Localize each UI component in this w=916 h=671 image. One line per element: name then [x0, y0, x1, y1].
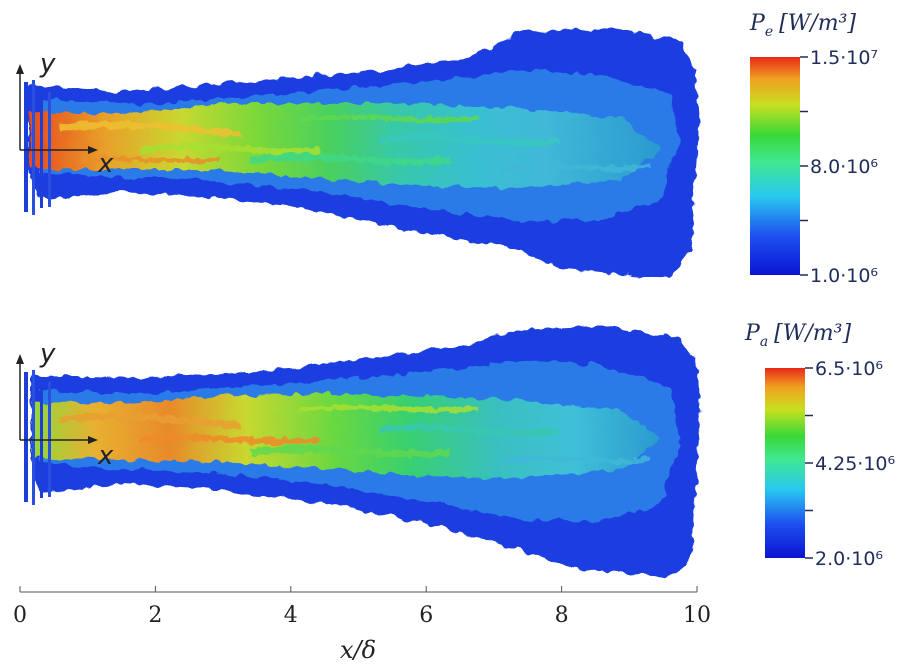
colorbar-tick-label: 6.5·10⁶: [815, 358, 883, 380]
top-colorbar: Pe [W/m³] 1.5·10⁷ 8.0·10⁶ 1.0·10⁶: [749, 11, 878, 287]
x-tick-label: 4: [284, 603, 298, 628]
x-tick-label: 10: [683, 603, 711, 628]
bottom-x-axis-glyph: x: [97, 441, 114, 471]
top-colorbar-ticks: 1.5·10⁷ 8.0·10⁶ 1.0·10⁶: [800, 47, 878, 287]
top-coordinate-axes: y x: [16, 49, 114, 179]
x-tick-label: 2: [148, 603, 162, 628]
colorbar-tick-label: 2.0·10⁶: [815, 548, 883, 570]
top-panel: y x Pe [W/m³] 1.5·10⁷ 8.0·10⁶ 1.0·10⁶: [16, 11, 878, 287]
bottom-colorbar-title: Pa [W/m³]: [744, 321, 851, 350]
bottom-colorbar-ramp: [765, 368, 805, 558]
colorbar-tick-label: 1.5·10⁷: [810, 47, 878, 69]
bottom-panel: y x Pa [W/m³] 6.5·10⁶ 4.25·10⁶ 2.0·10⁶: [16, 321, 895, 578]
top-vortex-streaks: [59, 114, 651, 173]
bottom-y-axis-glyph: y: [39, 339, 56, 369]
bottom-colorbar-ticks: 6.5·10⁶ 4.25·10⁶ 2.0·10⁶: [805, 358, 895, 570]
top-y-axis-glyph: y: [39, 49, 56, 79]
top-colorbar-ramp: [750, 57, 800, 275]
x-tick-label: 0: [13, 603, 27, 628]
x-tick-label: 8: [555, 603, 569, 628]
top-colorbar-title: Pe [W/m³]: [749, 11, 856, 40]
x-tick-label: 6: [419, 603, 433, 628]
colorbar-tick-label: 1.0·10⁶: [810, 265, 878, 287]
colorbar-tick-label: 8.0·10⁶: [810, 156, 878, 178]
x-axis-ticks: 0 2 4 6 8 10: [13, 586, 711, 628]
bottom-colorbar: Pa [W/m³] 6.5·10⁶ 4.25·10⁶ 2.0·10⁶: [744, 321, 895, 570]
bottom-vortex-streaks: [59, 404, 651, 465]
x-axis-label: x/δ: [340, 636, 376, 664]
x-axis: 0 2 4 6 8 10 x/δ: [13, 586, 711, 664]
bottom-coordinate-axes: y x: [16, 339, 114, 471]
colorbar-tick-label: 4.25·10⁶: [815, 453, 895, 475]
top-vortex-field: [28, 28, 700, 280]
top-x-axis-glyph: x: [97, 149, 114, 179]
